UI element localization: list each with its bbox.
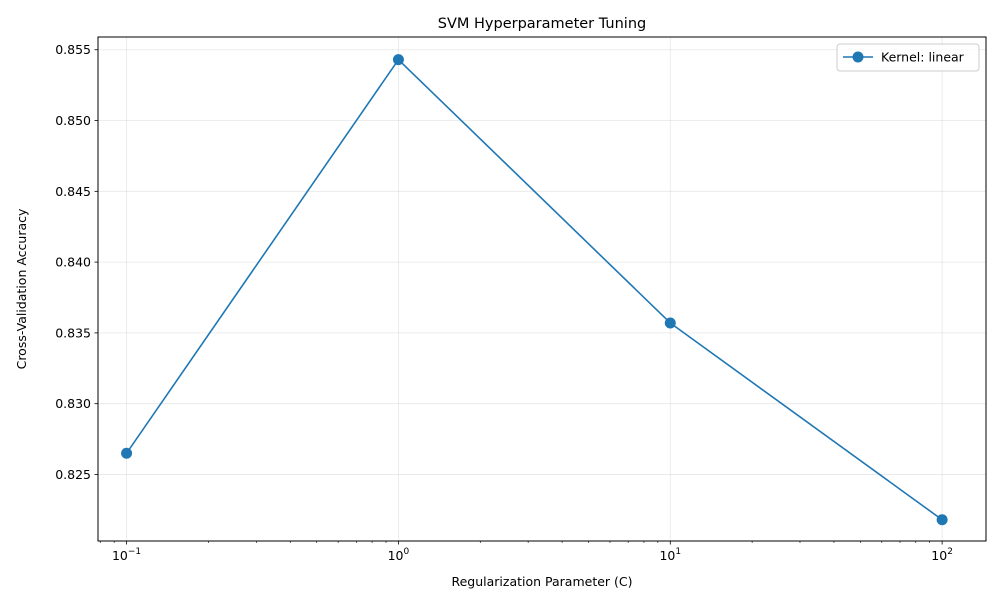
x-tick-label-base: 10 xyxy=(388,548,404,563)
x-tick-label-exponent: 2 xyxy=(947,547,953,557)
series-layer xyxy=(121,54,948,526)
legend: Kernel: linear xyxy=(836,43,980,72)
data-point-marker xyxy=(392,54,404,66)
y-tick-label: 0.825 xyxy=(55,467,91,482)
series-line xyxy=(125,58,943,521)
chart-title: SVM Hyperparameter Tuning xyxy=(438,16,646,32)
x-tick-label-exponent: 0 xyxy=(404,547,410,557)
x-tick-label-base: 10 xyxy=(112,548,128,563)
y-tick-label: 0.855 xyxy=(55,42,91,57)
x-tick-label-base: 10 xyxy=(659,548,675,563)
y-tick-label: 0.845 xyxy=(55,184,91,199)
x-tick-label-exponent: −1 xyxy=(128,547,141,557)
x-axis-label: Regularization Parameter (C) xyxy=(451,574,632,589)
y-tick-label: 0.830 xyxy=(55,396,91,411)
y-tick-label: 0.850 xyxy=(55,113,91,128)
y-tick-label: 0.835 xyxy=(55,325,91,340)
x-tick-label: 100 xyxy=(388,547,410,563)
x-tick-label-exponent: 1 xyxy=(675,547,681,557)
axes-frame xyxy=(97,36,987,542)
y-axis-label: Cross-Validation Accuracy xyxy=(14,208,29,369)
legend-box xyxy=(836,43,980,72)
x-tick-label: 10−1 xyxy=(112,547,141,563)
x-tick-label: 102 xyxy=(931,547,953,563)
x-tick-label: 101 xyxy=(659,547,681,563)
legend-marker-swatch xyxy=(852,51,864,63)
ticks-layer: 10−1 100 101 1020.8250.8300.8350.8400.8450.… xyxy=(55,42,953,563)
data-point-marker xyxy=(121,447,133,459)
data-point-marker xyxy=(664,317,676,329)
grid-layer xyxy=(98,37,986,541)
x-tick-label-base: 10 xyxy=(931,548,947,563)
data-point-marker xyxy=(936,514,948,526)
legend-label: Kernel: linear xyxy=(881,50,965,65)
y-tick-label: 0.840 xyxy=(55,255,91,270)
